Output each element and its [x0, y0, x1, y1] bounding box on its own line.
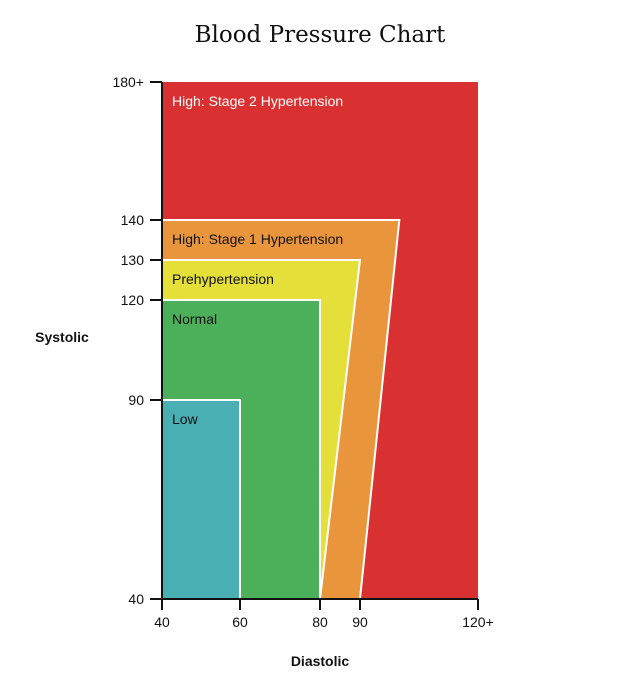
y-tick-label: 140 — [121, 212, 145, 228]
zone-label-low: Low — [172, 411, 199, 427]
x-tick-label: 120+ — [462, 614, 494, 630]
y-tick-label: 130 — [121, 252, 145, 268]
x-axis-title: Diastolic — [291, 653, 350, 669]
x-tick-label: 40 — [154, 614, 170, 630]
zone-low — [161, 399, 241, 600]
x-tick-label: 80 — [312, 614, 328, 630]
x-tick-label: 60 — [232, 614, 248, 630]
x-tick-label: 90 — [352, 614, 368, 630]
y-tick-label: 90 — [128, 392, 144, 408]
chart-title: Blood Pressure Chart — [195, 22, 447, 48]
zone-label-normal: Normal — [172, 311, 217, 327]
y-tick-label: 180+ — [112, 74, 144, 90]
zone-label-prehypertension: Prehypertension — [172, 271, 274, 287]
zone-label-high-stage-1-hypertension: High: Stage 1 Hypertension — [172, 231, 343, 247]
axes-layer: 40 90 120 130 140 180+ 40 60 80 90 120+ — [112, 74, 493, 630]
y-axis-title: Systolic — [35, 329, 89, 345]
zones-layer: High: Stage 2 Hypertension High: Stage 1 … — [161, 82, 478, 600]
y-tick-label: 120 — [121, 292, 145, 308]
zone-label-high-stage-2-hypertension: High: Stage 2 Hypertension — [172, 93, 343, 109]
y-tick-label: 40 — [128, 591, 144, 607]
